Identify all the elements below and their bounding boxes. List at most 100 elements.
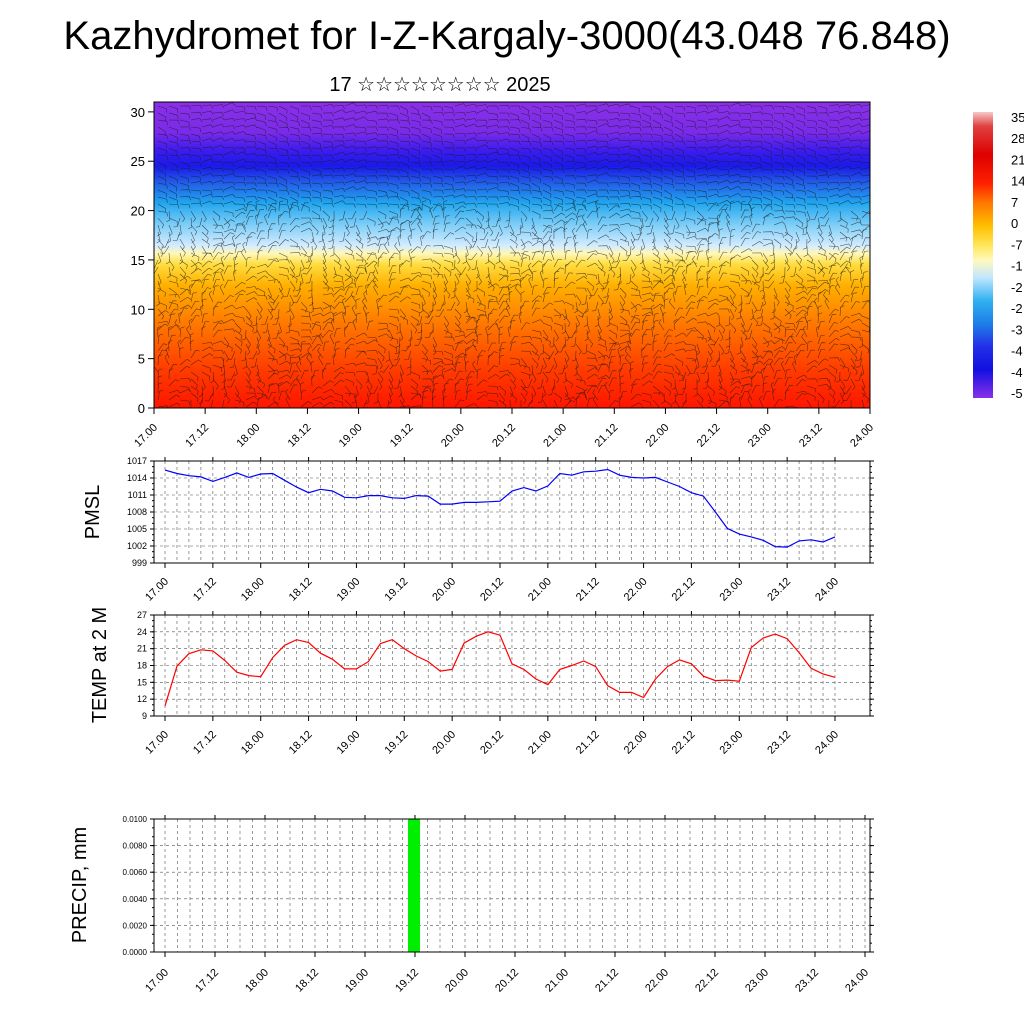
heatmap-x-tick-label: 17.00 bbox=[132, 422, 160, 450]
precip-grid bbox=[154, 818, 870, 953]
heatmap-y-tick-label: 5 bbox=[138, 352, 145, 367]
x-tick-label: 23.00 bbox=[743, 967, 771, 995]
colorbar: 35 28 21 14 7 0 -7 -1 -2 -2 -3 -4 -4 -5 bbox=[973, 110, 1024, 401]
heatmap-x-ticks: 17.00 17.12 18.00 18.12 19.00 19.12 20.00 20.12… bbox=[132, 408, 876, 450]
x-tick-label: 21.00 bbox=[543, 967, 571, 995]
colorbar-label: 21 bbox=[1011, 152, 1024, 167]
precip-frame bbox=[153, 818, 871, 953]
heatmap-x-tick-label: 21.00 bbox=[541, 422, 569, 450]
heatmap-y-tick-label: 15 bbox=[131, 253, 145, 268]
y-tick-label: 15 bbox=[137, 677, 147, 687]
x-tick-label: 18.12 bbox=[287, 729, 315, 757]
x-tick-label: 19.12 bbox=[393, 967, 421, 995]
y-tick-label: 1011 bbox=[128, 490, 147, 500]
y-tick-label: 1002 bbox=[127, 541, 147, 551]
x-tick-label: 22.00 bbox=[622, 729, 650, 757]
pmsl-panel: 1017 1014 1011 1008 1005 1002 999 17.00 17.12 18.… bbox=[82, 456, 874, 604]
x-tick-label: 23.00 bbox=[717, 729, 745, 757]
y-tick-label: 0.0100 bbox=[123, 815, 148, 824]
x-tick-label: 17.00 bbox=[143, 576, 171, 604]
x-tick-label: 21.00 bbox=[526, 576, 554, 604]
x-tick-label: 24.00 bbox=[813, 576, 841, 604]
heatmap-x-tick-label: 23.12 bbox=[797, 422, 825, 450]
heatmap-y-ticks: 0 5 10 15 20 25 30 bbox=[131, 105, 154, 416]
colorbar-fill bbox=[973, 112, 993, 398]
y-tick-label: 0.0020 bbox=[123, 921, 148, 930]
x-tick-label: 20.00 bbox=[430, 729, 458, 757]
colorbar-label: 0 bbox=[1011, 216, 1018, 231]
x-tick-label: 21.12 bbox=[574, 729, 602, 757]
x-tick-label: 20.12 bbox=[478, 576, 506, 604]
precip-bar bbox=[408, 819, 420, 952]
colorbar-label: -2 bbox=[1011, 301, 1023, 316]
x-tick-label: 23.12 bbox=[793, 967, 821, 995]
x-tick-label: 24.00 bbox=[843, 967, 871, 995]
colorbar-labels: 35 28 21 14 7 0 -7 -1 -2 -2 -3 -4 -4 -5 bbox=[1011, 110, 1024, 401]
x-tick-label: 22.12 bbox=[693, 967, 721, 995]
x-tick-label: 18.00 bbox=[239, 576, 267, 604]
y-tick-label: 9 bbox=[142, 711, 147, 721]
y-tick-label: 1005 bbox=[127, 524, 147, 534]
colorbar-label: -4 bbox=[1011, 365, 1023, 380]
heatmap-fill bbox=[154, 102, 870, 408]
colorbar-label: 35 bbox=[1011, 110, 1024, 125]
y-tick-label: 999 bbox=[132, 558, 147, 568]
x-tick-label: 19.12 bbox=[382, 576, 410, 604]
colorbar-label: 28 bbox=[1011, 131, 1024, 146]
y-tick-label: 18 bbox=[137, 661, 147, 671]
x-tick-label: 18.00 bbox=[239, 729, 267, 757]
temp-y-label: TEMP at 2 M bbox=[89, 607, 111, 723]
x-tick-label: 21.12 bbox=[574, 576, 602, 604]
x-tick-label: 24.00 bbox=[813, 729, 841, 757]
chart-title: Kazhydromet for I-Z-Kargaly-3000(43.048 … bbox=[63, 14, 951, 58]
x-tick-label: 22.00 bbox=[622, 576, 650, 604]
colorbar-label: 7 bbox=[1011, 195, 1018, 210]
precip-bars bbox=[408, 819, 420, 952]
x-tick-label: 19.12 bbox=[382, 729, 410, 757]
colorbar-label: -2 bbox=[1011, 280, 1023, 295]
heatmap-x-tick-label: 20.12 bbox=[490, 422, 518, 450]
temp-grid bbox=[154, 614, 870, 717]
heatmap-y-tick-label: 0 bbox=[138, 401, 145, 416]
colorbar-label: 14 bbox=[1011, 174, 1024, 189]
heatmap-x-tick-label: 18.12 bbox=[286, 422, 314, 450]
colorbar-label: -3 bbox=[1011, 322, 1023, 337]
x-tick-label: 23.00 bbox=[717, 576, 745, 604]
y-tick-label: 0.0080 bbox=[123, 842, 148, 851]
colorbar-label: -7 bbox=[1011, 237, 1023, 252]
x-tick-label: 17.12 bbox=[191, 729, 219, 757]
y-tick-label: 1008 bbox=[127, 507, 147, 517]
chart-subtitle: 17 ☆☆☆☆☆☆☆☆ 2025 bbox=[329, 74, 551, 96]
colorbar-label: -1 bbox=[1011, 259, 1023, 274]
heatmap-y-tick-label: 10 bbox=[131, 302, 145, 317]
y-tick-label: 21 bbox=[137, 644, 147, 654]
y-tick-label: 27 bbox=[137, 610, 147, 620]
pmsl-line bbox=[164, 468, 836, 548]
y-tick-label: 1017 bbox=[127, 456, 147, 466]
x-tick-label: 20.00 bbox=[443, 967, 471, 995]
x-tick-label: 17.12 bbox=[193, 967, 221, 995]
x-tick-label: 17.00 bbox=[143, 729, 171, 757]
heatmap-x-tick-label: 21.12 bbox=[592, 422, 620, 450]
x-tick-label: 20.12 bbox=[478, 729, 506, 757]
colorbar-label: -4 bbox=[1011, 344, 1023, 359]
heatmap-x-tick-label: 19.12 bbox=[388, 422, 416, 450]
x-tick-label: 18.00 bbox=[243, 967, 271, 995]
heatmap-x-tick-label: 20.00 bbox=[439, 422, 467, 450]
heatmap-x-tick-label: 22.00 bbox=[644, 422, 672, 450]
heatmap-x-tick-label: 17.12 bbox=[183, 422, 211, 450]
x-tick-label: 19.00 bbox=[343, 967, 371, 995]
x-tick-label: 20.00 bbox=[430, 576, 458, 604]
x-tick-label: 19.00 bbox=[335, 576, 363, 604]
heatmap-x-tick-label: 23.00 bbox=[746, 422, 774, 450]
heatmap-y-tick-label: 30 bbox=[131, 105, 145, 120]
heatmap-x-tick-label: 22.12 bbox=[695, 422, 723, 450]
wind-barbs bbox=[154, 102, 870, 408]
heatmap-x-tick-label: 24.00 bbox=[848, 422, 876, 450]
x-tick-label: 18.12 bbox=[293, 967, 321, 995]
x-tick-label: 20.12 bbox=[493, 967, 521, 995]
temp-line bbox=[164, 631, 836, 707]
x-tick-label: 19.00 bbox=[335, 729, 363, 757]
temp-panel: 27 24 21 18 15 12 9 17.00 17.12 18.00 18.12 19.00 19… bbox=[89, 607, 874, 757]
